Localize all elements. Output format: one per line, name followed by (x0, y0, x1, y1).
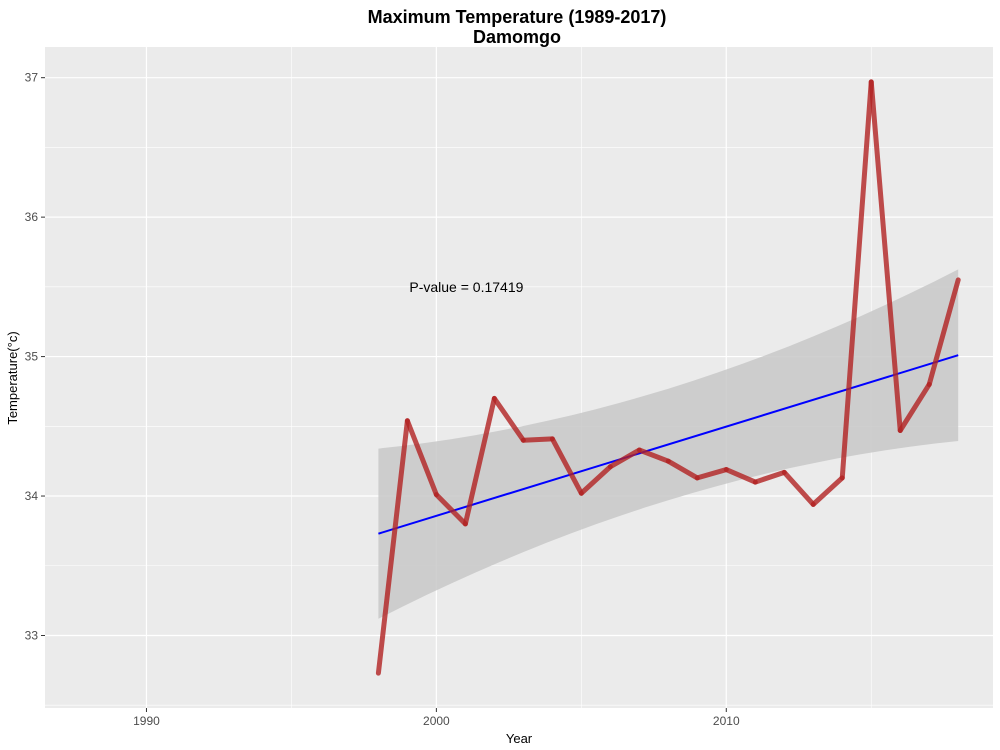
series-segment (868, 79, 903, 433)
y-tick-label: 36 (25, 210, 39, 224)
series-segment (636, 447, 671, 464)
series-segment (607, 447, 642, 470)
series-segment (404, 418, 439, 498)
y-tick-label: 35 (25, 350, 39, 364)
series-segment (491, 395, 526, 443)
chart-title: Maximum Temperature (1989-2017) (368, 7, 667, 27)
series-segment (781, 469, 816, 507)
series-segment (926, 277, 961, 387)
series-segment (810, 475, 845, 507)
y-tick-label: 33 (25, 628, 39, 642)
y-axis: 33 34 35 36 37 (25, 71, 45, 642)
series-segment (665, 458, 700, 481)
series-segment (752, 469, 787, 485)
x-axis: 1990 2000 2010 (133, 708, 740, 728)
series-segment (375, 418, 410, 676)
series-segment (462, 395, 497, 527)
series-segment (897, 381, 932, 433)
y-axis-title: Temperature(°c) (5, 331, 20, 424)
series-segment (433, 492, 468, 527)
series-segment (723, 467, 758, 485)
x-tick-label: 2000 (423, 714, 450, 728)
series-line (375, 79, 961, 676)
series-segment (578, 464, 613, 496)
trend-line (378, 354, 959, 535)
p-value-annotation: P-value = 0.17419 (409, 279, 523, 295)
series-segment (520, 436, 555, 443)
chart-subtitle: Damomgo (473, 27, 561, 47)
x-axis-title: Year (506, 731, 533, 746)
y-tick-label: 34 (25, 489, 39, 503)
x-tick-label: 2010 (713, 714, 740, 728)
x-tick-label: 1990 (133, 714, 160, 728)
series-segment (839, 79, 874, 481)
series-segment (549, 436, 584, 496)
series-segment (694, 467, 729, 481)
y-tick-label: 37 (25, 71, 39, 85)
